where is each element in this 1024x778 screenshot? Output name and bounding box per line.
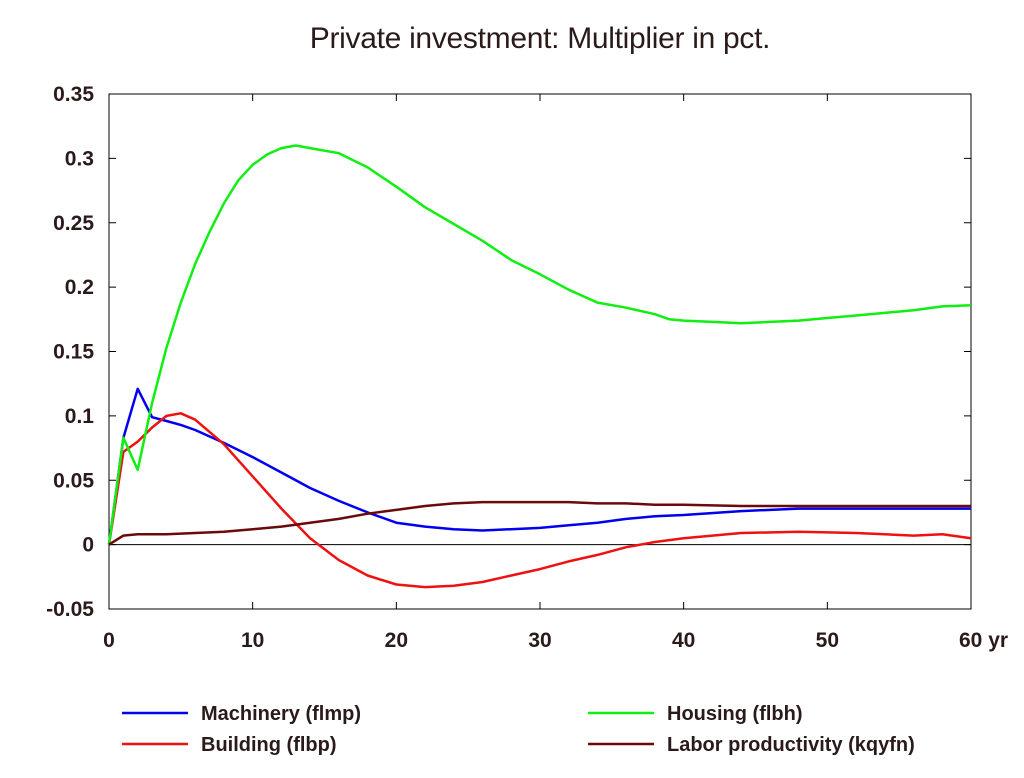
series-line-2 [107, 144, 972, 545]
y-tick-label: -0.05 [46, 598, 94, 621]
y-tick-label: 0.35 [53, 83, 94, 106]
legend-label: Labor productivity (kqyfn) [667, 734, 915, 756]
legend-item: Building (flbp) [122, 734, 337, 756]
series-line-1 [107, 412, 972, 589]
y-tick-label: 0.05 [53, 469, 94, 492]
legend-label: Building (flbp) [201, 734, 337, 756]
y-tick-label: 0.15 [53, 341, 94, 364]
y-tick-label: 0.2 [65, 276, 94, 299]
y-tick-label: 0.3 [65, 147, 94, 170]
x-tick-label: 20 [385, 629, 408, 652]
legend-item: Housing (flbh) [588, 703, 803, 725]
y-tick-label: 0 [82, 534, 94, 557]
x-tick-label: 30 [528, 629, 551, 652]
y-tick-label: 0.25 [53, 212, 94, 235]
legend-label: Machinery (flmp) [201, 703, 361, 725]
x-tick-label: 40 [672, 629, 695, 652]
series-line-0 [107, 387, 971, 545]
x-tick-label: 10 [241, 629, 264, 652]
x-tick-label: 50 [816, 629, 839, 652]
legend-item: Machinery (flmp) [122, 703, 361, 725]
legend-label: Housing (flbh) [667, 703, 803, 725]
x-tick-label: 60 yr [959, 629, 1008, 652]
x-tick-label: 0 [103, 629, 115, 652]
y-tick-label: 0.1 [65, 405, 95, 428]
series-line-3 [108, 500, 971, 546]
legend-item: Labor productivity (kqyfn) [588, 734, 915, 756]
chart-title: Private investment: Multiplier in pct. [309, 22, 771, 55]
